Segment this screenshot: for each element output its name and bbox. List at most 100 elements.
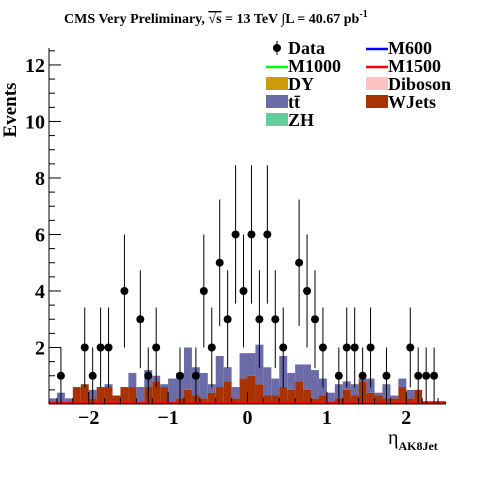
data-point: [247, 230, 256, 239]
data-point: [318, 343, 327, 352]
legend-entry-data: Data: [273, 38, 325, 58]
legend-label: WJets: [388, 92, 436, 112]
bar-wjets: [96, 387, 105, 404]
data-point: [430, 371, 439, 380]
data-point: [406, 343, 415, 352]
legend-label: M600: [388, 38, 432, 58]
bar-wjets: [287, 389, 296, 404]
data-point: [80, 343, 89, 352]
data-point: [104, 343, 113, 352]
data-point: [334, 371, 343, 380]
bar-ttbar: [295, 364, 304, 382]
bar-ttbar: [311, 370, 319, 399]
data-point: [358, 371, 367, 380]
bar-ttbar: [271, 378, 280, 396]
bar-ttbar: [49, 398, 57, 402]
legend-label: M1000: [288, 56, 341, 76]
title-lumi-exponent: -1: [359, 9, 367, 20]
bar-wjets: [390, 398, 399, 404]
bar-wjets: [366, 392, 375, 404]
data-point: [342, 343, 351, 352]
data-point: [176, 371, 185, 380]
bar-ttbar: [406, 389, 415, 399]
data-point: [191, 371, 200, 380]
data-point: [255, 315, 264, 324]
x-tick-label: 1: [322, 407, 332, 429]
data-point: [271, 315, 280, 324]
legend-fill-swatch: [366, 95, 388, 108]
chart-title: CMS Very Preliminary, √s = 13 TeV ∫L = 4…: [64, 9, 368, 27]
bar-ttbar: [207, 384, 216, 393]
bar-wjets: [239, 378, 248, 404]
bar-ttbar: [398, 378, 407, 388]
legend-entry-m600: M600: [366, 38, 432, 58]
legend-entry-dy: DY: [266, 74, 314, 94]
legend-fill-swatch: [266, 95, 288, 108]
legend-fill-swatch: [266, 113, 288, 126]
title-lumi: = 13 TeV ∫L = 40.67 pb: [222, 12, 360, 27]
bar-ttbar: [287, 372, 296, 390]
title-sqrt-s: √s: [208, 12, 222, 27]
bar-wjets: [152, 381, 161, 404]
bar-wjets: [128, 387, 137, 404]
x-axis-label-subscript: AK8Jet: [398, 439, 437, 453]
bar-ttbar: [168, 378, 177, 402]
bar-wjets: [318, 395, 327, 404]
bar-wjets: [199, 398, 208, 404]
bar-wjets: [350, 395, 359, 404]
data-point: [414, 371, 423, 380]
bar-wjets: [255, 384, 264, 404]
bar-ttbar: [223, 367, 232, 382]
bar-ttbar: [390, 395, 399, 399]
bar-wjets: [72, 387, 81, 404]
bar-wjets: [207, 392, 216, 404]
x-axis-label: ηAK8Jet: [388, 427, 438, 453]
y-tick-label: 10: [25, 111, 45, 133]
legend-entry-m1000: M1000: [266, 56, 341, 76]
legend-fill-swatch: [366, 77, 388, 90]
bar-wjets: [160, 387, 169, 404]
data-point: [310, 315, 319, 324]
bar-ttbar: [183, 347, 192, 390]
data-point: [144, 371, 153, 380]
data-point: [382, 371, 391, 380]
bar-wjets: [271, 395, 280, 404]
data-points: [56, 165, 439, 404]
bar-ttbar: [128, 372, 137, 388]
bar-ttbar: [64, 398, 73, 402]
bar-wjets: [247, 375, 256, 404]
bar-ttbar: [350, 384, 359, 396]
data-point: [199, 286, 208, 295]
bar-wjets: [223, 381, 232, 404]
legend-label: M1500: [388, 56, 441, 76]
bar-wjets: [104, 387, 113, 404]
data-point: [120, 286, 129, 295]
bar-ttbar: [231, 387, 240, 399]
bar-wjets: [279, 387, 288, 404]
bar-ttbar: [326, 392, 335, 402]
bar-ttbar: [136, 387, 145, 402]
bar-wjets: [374, 395, 383, 404]
legend-label: DY: [288, 74, 314, 94]
legend-label: tt̄: [288, 92, 300, 112]
legend-label: ZH: [288, 110, 314, 130]
data-point: [279, 343, 288, 352]
data-point: [303, 286, 312, 295]
y-tick-label: 4: [35, 281, 45, 303]
bar-wjets: [311, 398, 319, 404]
data-point: [295, 258, 304, 267]
data-point: [215, 258, 224, 267]
x-tick-label: 0: [243, 407, 253, 429]
bar-ttbar: [239, 353, 248, 379]
bar-wjets: [406, 398, 415, 404]
data-point: [239, 286, 248, 295]
bar-wjets: [215, 387, 224, 404]
y-tick-label: 12: [25, 55, 45, 77]
y-tick-label: 8: [35, 168, 45, 190]
legend-entry-m1500: M1500: [366, 56, 441, 76]
bar-ttbar: [215, 355, 224, 388]
bar-wjets: [80, 384, 89, 404]
